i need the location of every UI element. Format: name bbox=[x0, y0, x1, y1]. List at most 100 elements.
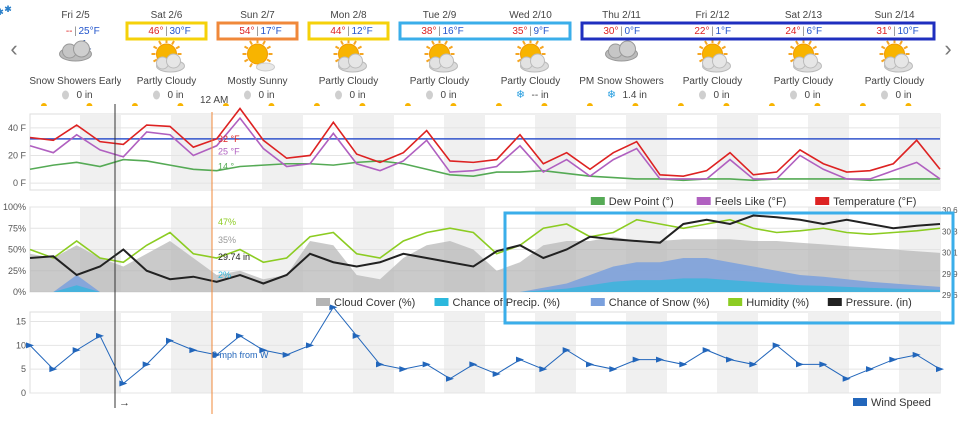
raindrop-icon bbox=[426, 90, 433, 100]
pressure-tick-label: 29.6 bbox=[942, 291, 958, 300]
arrow-icon: → bbox=[119, 397, 130, 409]
wind-arrow-icon bbox=[399, 366, 408, 373]
low-temp: 6°F bbox=[807, 26, 823, 37]
series-line bbox=[29, 116, 941, 180]
wind-arrow-icon bbox=[492, 370, 501, 377]
axis-tick-label: 15 bbox=[16, 317, 26, 327]
chart-panel bbox=[29, 311, 941, 394]
wind-arrow-icon bbox=[912, 351, 921, 358]
axis-tick-label: 100% bbox=[3, 202, 26, 212]
legend-swatch bbox=[827, 298, 842, 306]
legend-item bbox=[316, 298, 330, 306]
wind-arrow-icon bbox=[516, 356, 524, 363]
value-annotation: 29.74 in bbox=[218, 252, 250, 262]
legend-label: Dew Point (°) bbox=[609, 196, 674, 208]
wind-arrow-icon bbox=[26, 342, 34, 349]
partly-cloudy-icon bbox=[151, 39, 185, 73]
legend-swatch bbox=[590, 298, 605, 306]
axis-tick-label: 0% bbox=[13, 287, 26, 297]
wind-arrow-icon bbox=[702, 347, 711, 354]
wind-arrow-icon bbox=[936, 366, 944, 373]
highlight-box bbox=[125, 21, 208, 41]
day-label: Fri 2/5 bbox=[61, 10, 90, 21]
highlight-box bbox=[398, 21, 572, 41]
low-temp: 10°F bbox=[898, 26, 919, 37]
axis-tick-label: 20 F bbox=[8, 150, 27, 160]
wind-arrow-icon bbox=[422, 361, 431, 368]
prev-button[interactable]: ‹ bbox=[10, 36, 18, 61]
sunrise-icon bbox=[814, 103, 821, 106]
temp-separator: | bbox=[74, 26, 77, 37]
condition-label: PM Snow Showers bbox=[579, 76, 663, 87]
raindrop-icon bbox=[244, 90, 251, 100]
sunrise-icon bbox=[768, 103, 775, 106]
raindrop-icon bbox=[62, 90, 69, 100]
value-annotation: 35% bbox=[218, 235, 236, 245]
legend-item bbox=[590, 197, 605, 205]
legend-label: Feels Like (°F) bbox=[715, 196, 787, 208]
legend-item bbox=[815, 197, 830, 205]
wind-arrow-icon bbox=[72, 347, 81, 354]
precip-amount: 1.4 in bbox=[623, 90, 647, 101]
sunrise-icon bbox=[450, 103, 457, 106]
wind-arrow-icon bbox=[656, 356, 664, 363]
temp-separator: | bbox=[438, 26, 441, 37]
wind-arrow-icon bbox=[119, 380, 128, 387]
snow-icon: ❄ bbox=[516, 89, 525, 101]
axis-tick-label: 75% bbox=[8, 223, 26, 233]
high-temp: 54° bbox=[239, 26, 254, 37]
sunrise-icon bbox=[177, 103, 184, 106]
day-label: Sun 2/7 bbox=[240, 10, 275, 21]
raindrop-icon bbox=[699, 90, 706, 100]
sunrise-icon bbox=[313, 103, 320, 106]
wind-arrow-icon bbox=[282, 351, 291, 358]
temp-separator: | bbox=[802, 26, 805, 37]
wind-arrow-icon bbox=[166, 337, 174, 344]
mostly-sunny-icon bbox=[242, 39, 275, 72]
pressure-tick-label: 29.9 bbox=[942, 270, 958, 279]
legend-item bbox=[853, 398, 867, 406]
wind-arrow-icon bbox=[679, 361, 688, 368]
snow-showers-icon bbox=[59, 39, 94, 62]
pressure-tick-label: 30.1 bbox=[942, 249, 958, 258]
value-annotation: 8 mph from W bbox=[212, 350, 269, 360]
snowflake-icon: ✱ bbox=[4, 4, 12, 14]
temp-separator: | bbox=[347, 26, 350, 37]
high-temp: -- bbox=[66, 26, 73, 37]
temp-separator: | bbox=[620, 26, 623, 37]
precip-amount: 0 in bbox=[805, 90, 821, 101]
legend-swatch bbox=[696, 197, 711, 205]
sunrise-icon bbox=[723, 103, 730, 106]
highlight-box bbox=[503, 211, 955, 325]
day-label: Tue 2/9 bbox=[423, 10, 457, 21]
condition-label: Snow Showers Early bbox=[29, 76, 121, 87]
wind-arrow-icon bbox=[189, 347, 198, 354]
sunrise-icon bbox=[541, 103, 548, 106]
axis-tick-label: 50% bbox=[8, 245, 26, 255]
wind-arrow-icon bbox=[842, 375, 851, 382]
sunrise-icon bbox=[495, 103, 502, 106]
day-label: Wed 2/10 bbox=[509, 10, 552, 21]
high-temp: 38° bbox=[421, 26, 436, 37]
sunrise-icon bbox=[131, 103, 138, 106]
wind-arrow-icon bbox=[142, 361, 151, 368]
value-annotation: 47% bbox=[218, 217, 236, 227]
sunrise-icon bbox=[859, 103, 866, 106]
pm-snow-showers-icon bbox=[605, 40, 638, 62]
partly-cloudy-icon bbox=[788, 39, 822, 73]
series-area bbox=[30, 278, 940, 292]
legend-label: Chance of Precip. (%) bbox=[453, 297, 561, 309]
sunrise-icon bbox=[86, 103, 93, 106]
snowflake-icon: ✱ bbox=[0, 7, 4, 17]
precip-amount: 0 in bbox=[350, 90, 366, 101]
legend-swatch bbox=[815, 197, 830, 205]
sunrise-icon bbox=[677, 103, 684, 106]
wind-arrow-icon bbox=[446, 375, 454, 382]
axis-tick-label: 40 F bbox=[8, 123, 27, 133]
series-line bbox=[29, 158, 940, 182]
precip-amount: 0 in bbox=[896, 90, 912, 101]
precip-amount: 0 in bbox=[168, 90, 184, 101]
day-label: Fri 2/12 bbox=[696, 10, 730, 21]
condition-label: Partly Cloudy bbox=[410, 76, 469, 87]
next-button[interactable]: › bbox=[944, 36, 952, 61]
